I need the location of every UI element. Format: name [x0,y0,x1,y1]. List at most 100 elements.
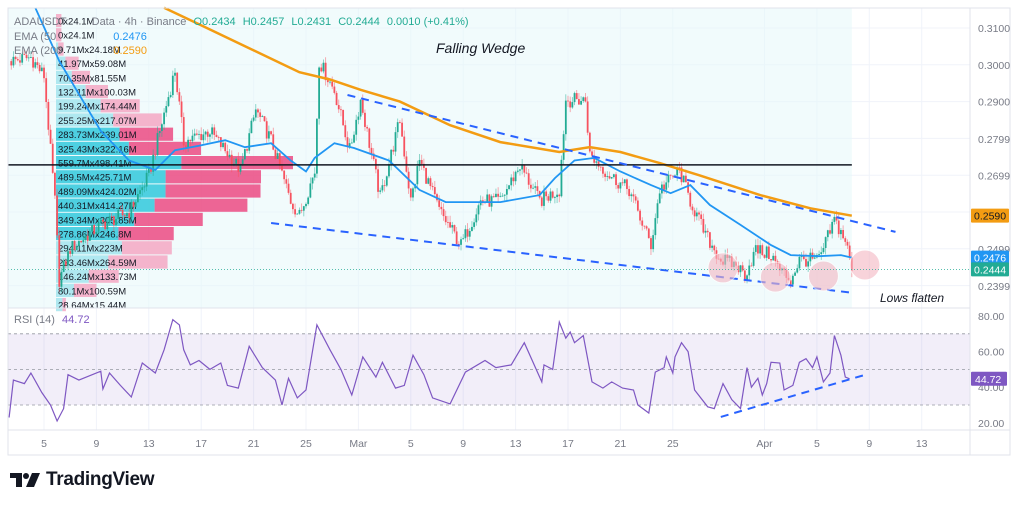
candle-body [460,239,462,245]
volume-profile-label: 28.64Mx15.44M [58,301,126,312]
drawings[interactable] [8,94,970,294]
candle-body [182,117,185,146]
candle-body [47,102,50,130]
candle-body [381,185,384,191]
candle-body [759,245,762,254]
symbol-name[interactable]: ADAUSDT [14,16,67,28]
candle-body [761,245,764,256]
candle-body [829,230,831,234]
candle-body [606,176,609,177]
candle-body [206,131,209,137]
candle-body [377,169,379,192]
falling-wedge-annotation[interactable]: Falling Wedge [436,40,526,56]
candle-body [562,134,565,160]
candle-body [813,257,816,259]
candle-body [73,241,76,251]
candle-body [30,57,32,58]
candle-body [128,213,131,219]
price-chart[interactable]: 0x24.1M 0x24.1M 9.71Mx24.18M 41.97Mx59.08M 7… [0,0,1024,460]
rsi-legend[interactable]: RSI (14) 44.72 [14,314,94,326]
candle-body [36,62,39,66]
candle-body [156,133,159,156]
candle-body [514,171,517,182]
candle-body [396,122,399,133]
ema50-label: EMA (50 [14,31,57,43]
volume-profile-label: 349.34Mx305.85M [58,215,137,226]
volume-profile-down-bar [165,170,261,184]
candle-body [626,179,628,189]
candle-body [433,187,436,195]
candle-body [671,175,674,177]
candle-body [219,137,222,148]
data-source: Data · 4h · Binance [91,16,187,28]
candle-body [104,221,107,230]
candle-body [453,225,456,232]
candle-body [294,209,296,215]
candle-body [678,167,681,169]
candle-body [350,142,353,144]
ema200-line [163,6,853,217]
volume-profile-label: 440.31Mx414.27M [58,201,137,212]
candle-body [322,62,325,72]
candle-body [743,270,746,281]
candle-body [656,203,659,219]
candle-body [372,153,375,160]
candle-body [187,139,189,148]
tradingview-logo[interactable]: TradingView [10,469,155,491]
candle-body [112,216,115,225]
candle-body [263,116,266,122]
candle-body [444,216,447,223]
rsi-tick-label: 80.00 [978,311,1004,323]
lows-flatten-annotation[interactable]: Lows flatten [880,291,945,305]
candle-body [93,224,96,234]
volume-profile-down-bar [73,283,97,297]
volume-profile-label: 294.11Mx223M [58,244,123,255]
candle-body [353,134,355,143]
candle-body [527,173,530,185]
candle-body [475,214,478,223]
candle-body [152,154,155,172]
ema50-legend[interactable]: EMA (50 0.2476 [14,31,151,43]
candle-body [551,191,554,198]
candle-body [682,175,685,183]
candle-body [171,75,174,96]
volume-profile-down-bar [56,14,62,28]
candle-body [523,164,526,173]
candle-body [318,67,320,119]
candle-body [645,226,648,229]
candle-body [586,101,589,133]
candle-body [702,218,705,233]
candle-body [224,142,227,152]
candle-body [844,238,847,242]
candle-body [121,209,124,216]
candle-body [40,67,43,72]
volume-profile-down-bar [165,184,261,198]
volume-profile-label: 199.24Mx174.44M [58,102,137,113]
candle-body [69,251,72,254]
candle-body [252,117,255,121]
candle-body [228,154,231,157]
ema200-legend[interactable]: EMA (200 0.2590 [14,45,151,57]
candle-body [610,177,613,179]
candle-body [643,225,646,227]
candle-body [669,174,672,176]
rsi-value-box [971,371,1007,386]
ohlc-high: H0.2457 [242,16,285,28]
candle-body [64,261,67,266]
candle-body [16,59,19,61]
candle-body [447,222,449,223]
volume-profile-up-bar [56,113,114,127]
volume-profile-down-bar [121,241,172,255]
ohlc-low: L0.2431 [291,16,332,28]
candle-body [567,100,569,102]
candle-body [195,133,198,135]
candle-body [746,275,748,281]
volume-profile-label: 278.86Mx246.8M [58,230,131,241]
candle-body [543,191,545,206]
time-tick-label: 21 [248,438,260,450]
volume-profile-label: 559.7Mx498.41M [58,159,131,170]
volume-profile-up-bar [56,127,120,141]
candle-body [591,151,593,156]
candle-body [383,185,386,187]
candle-body [305,203,307,207]
